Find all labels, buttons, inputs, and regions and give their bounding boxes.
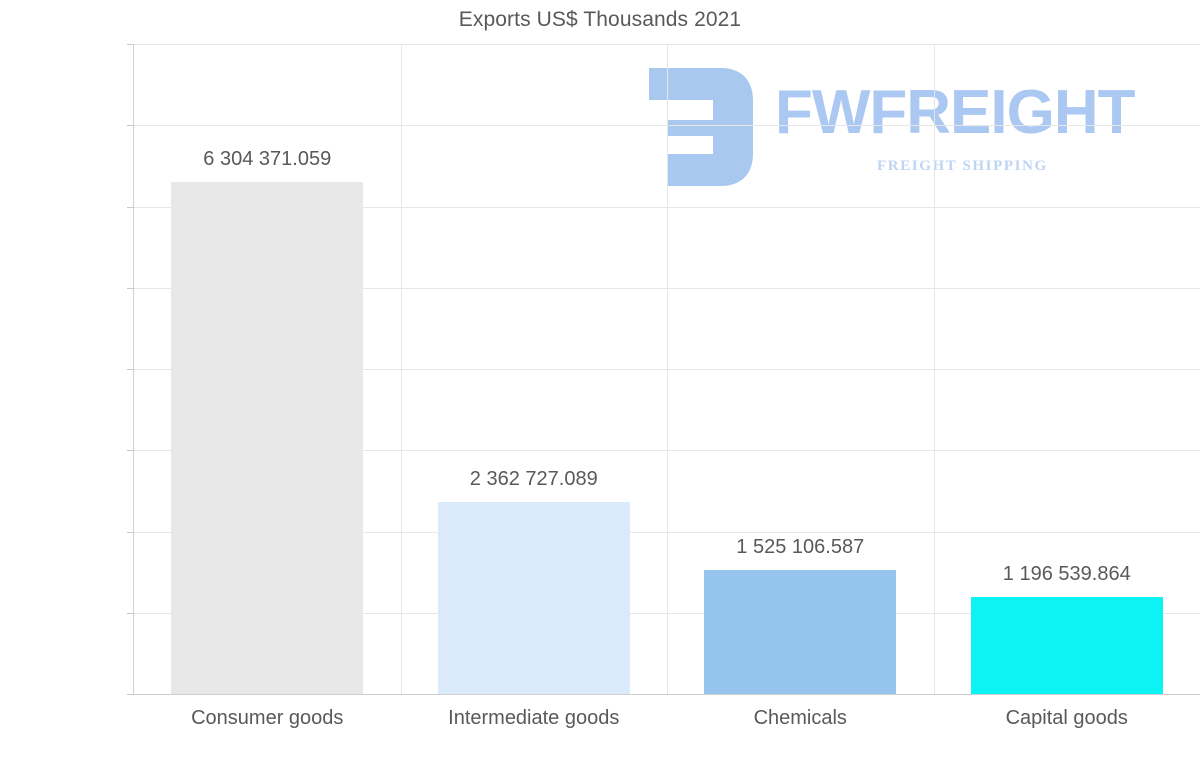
y-tick-mark bbox=[127, 44, 134, 45]
bar-value-label: 2 362 727.089 bbox=[469, 468, 598, 491]
bar-value-label: 1 525 106.587 bbox=[736, 536, 865, 559]
y-tick-mark bbox=[127, 450, 134, 452]
gridline-vertical bbox=[667, 44, 668, 694]
y-tick-mark bbox=[127, 125, 134, 127]
bar[interactable] bbox=[704, 570, 897, 694]
y-tick-mark bbox=[127, 531, 134, 533]
y-tick-mark bbox=[127, 287, 134, 289]
x-axis-tick-label: Intermediate goods bbox=[448, 707, 620, 729]
y-tick-mark bbox=[127, 612, 134, 614]
gridline-vertical bbox=[401, 44, 402, 694]
x-axis-tick-label: Consumer goods bbox=[191, 707, 344, 729]
y-tick-mark bbox=[127, 369, 134, 370]
x-axis-line bbox=[134, 694, 1200, 695]
bar-value-label: 6 304 371.059 bbox=[203, 147, 332, 170]
bar[interactable] bbox=[437, 502, 630, 694]
bar-value-label: 1 196 539.864 bbox=[1002, 562, 1131, 585]
x-axis-tick-label: Chemicals bbox=[753, 707, 847, 729]
chart-title: Exports US$ Thousands 2021 bbox=[458, 8, 742, 31]
bar[interactable] bbox=[171, 181, 364, 694]
gridline-vertical bbox=[934, 44, 935, 694]
y-tick-mark bbox=[127, 206, 134, 208]
plot-area: 6 304 371.059 2 362 727.089 1 525 106.587 1… bbox=[134, 44, 1200, 694]
x-axis-tick-label: Capital goods bbox=[1005, 707, 1128, 729]
bar[interactable] bbox=[970, 596, 1163, 694]
y-tick-mark bbox=[127, 694, 134, 695]
